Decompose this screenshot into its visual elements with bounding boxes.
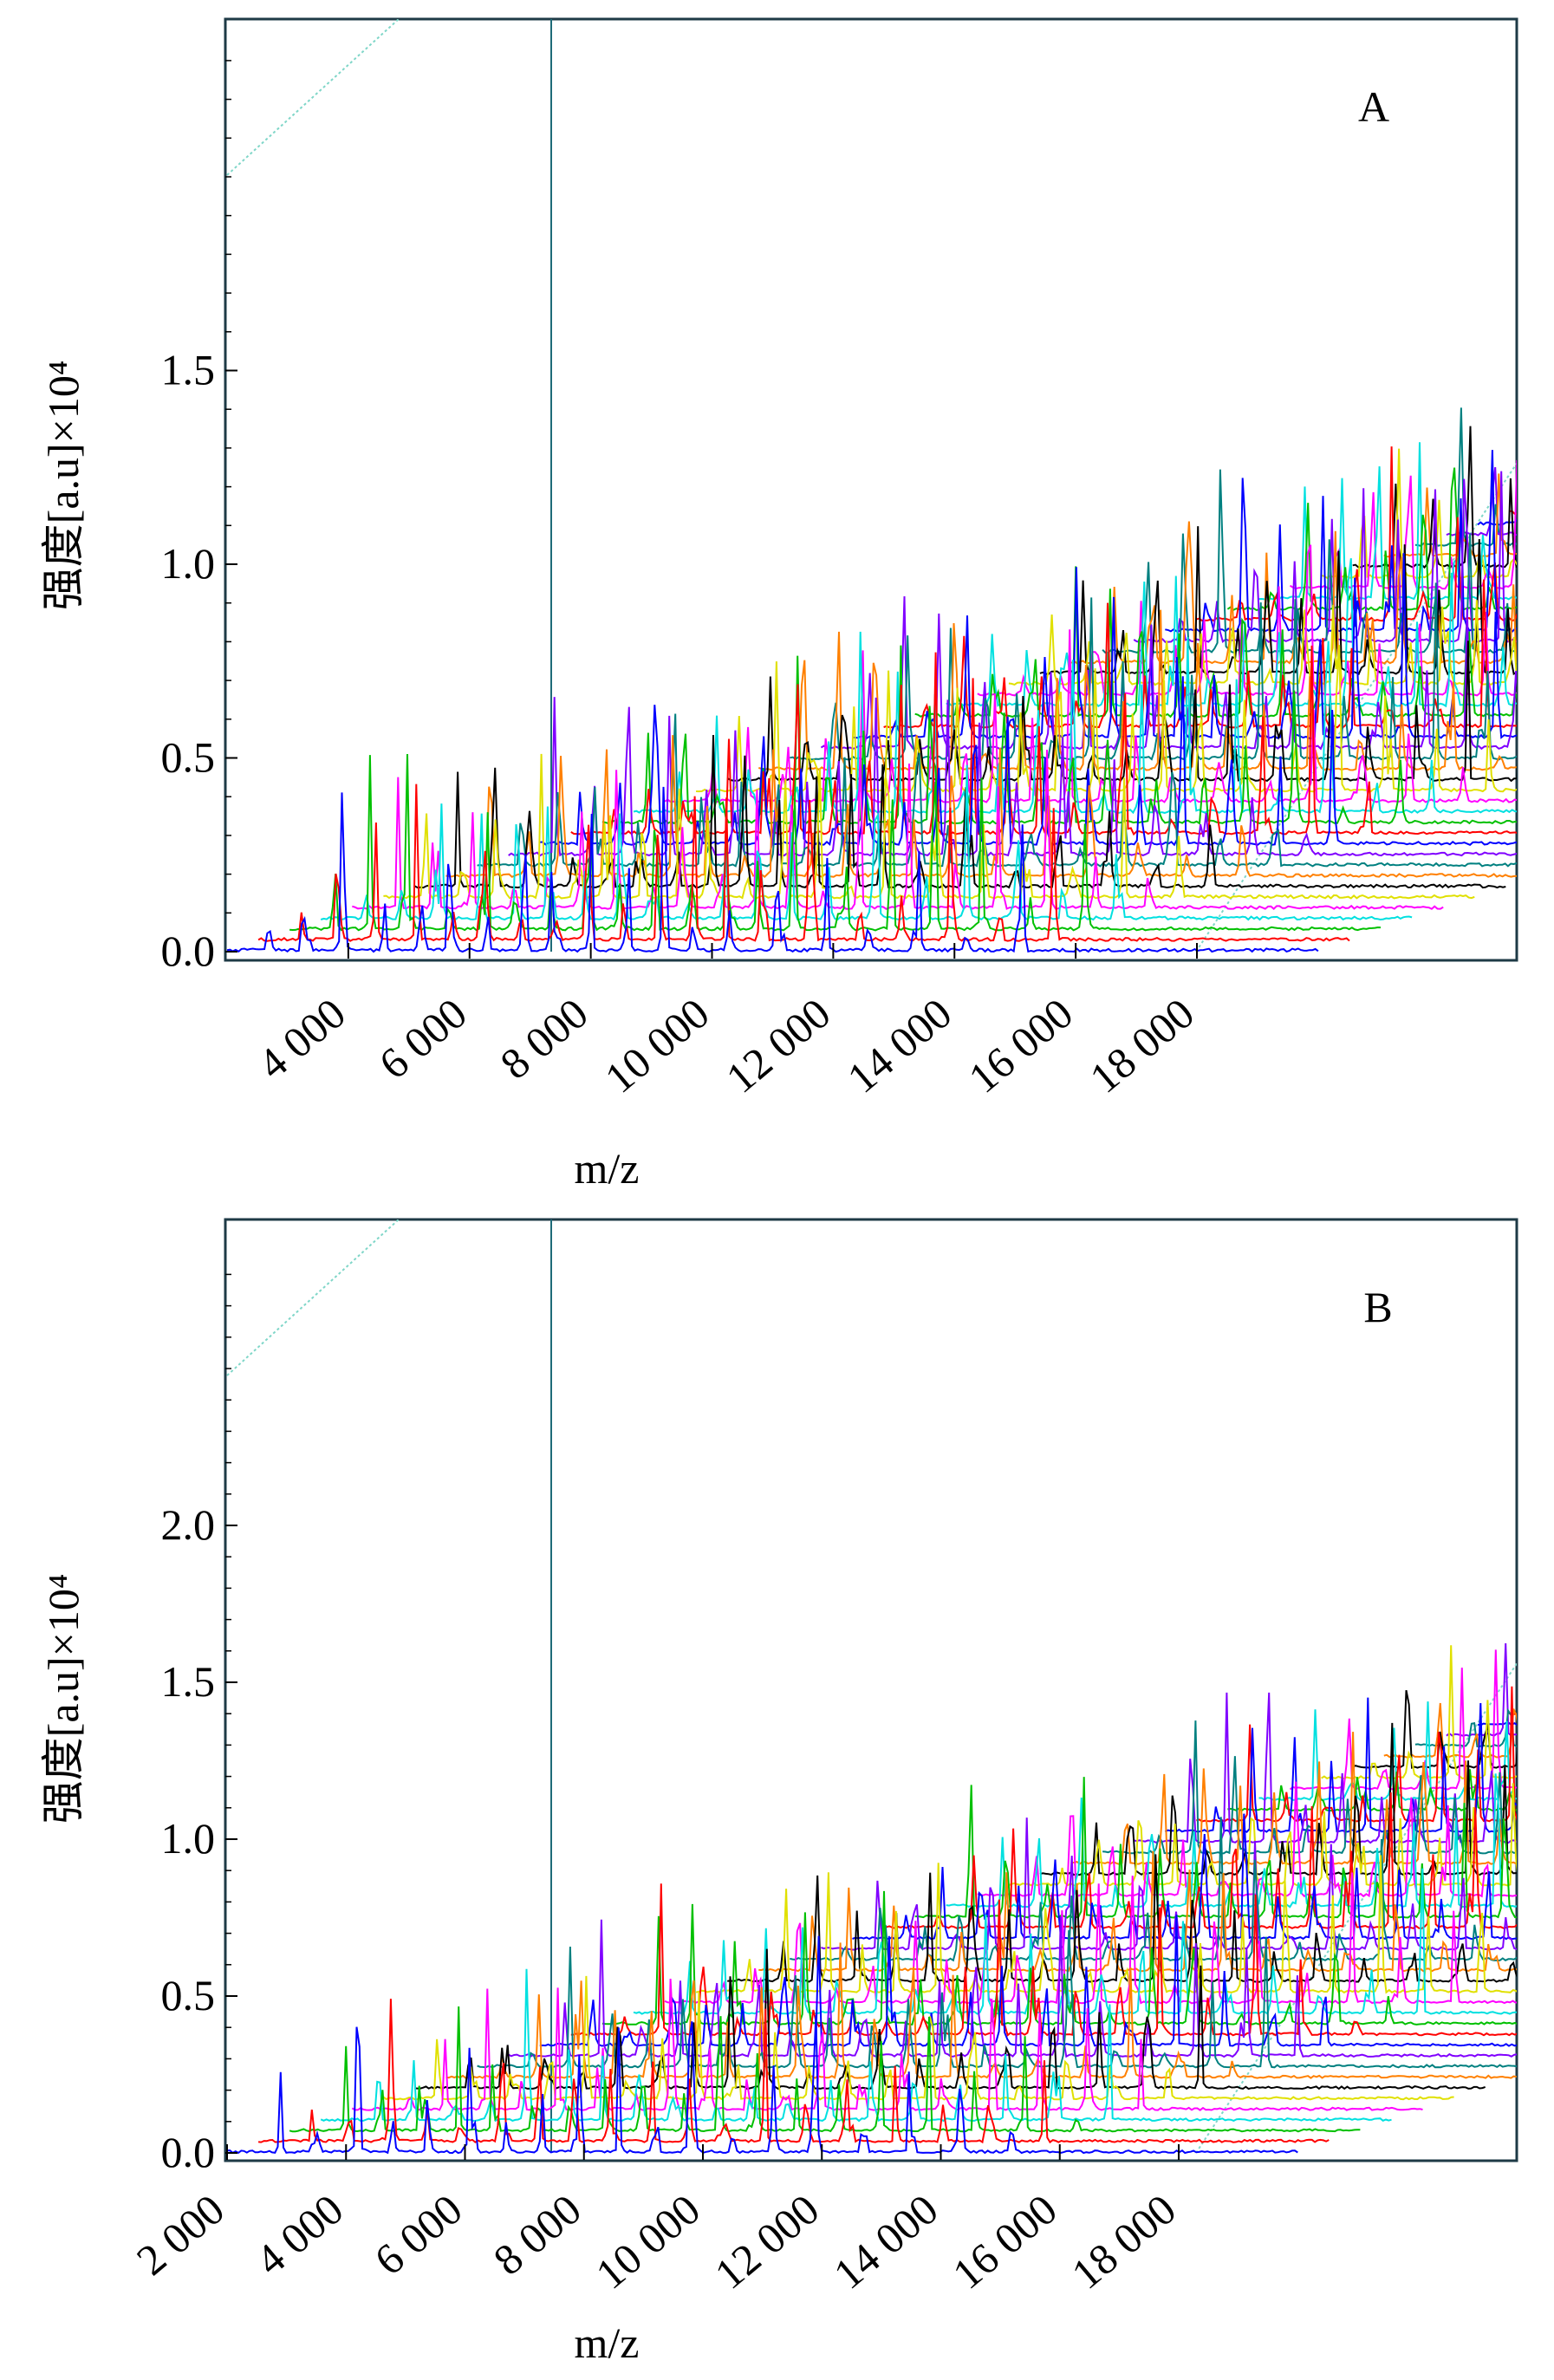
spectrum-series [1070, 521, 1517, 665]
x-axis-title: m/z [575, 2318, 640, 2367]
spectra-area [226, 1219, 1554, 2155]
spectrum-series [914, 1777, 1517, 1919]
panel-label: A [1358, 82, 1389, 131]
x-tick-label: 14 000 [838, 989, 960, 1102]
x-tick-label: 4 000 [246, 2185, 352, 2285]
spectrum-series [289, 2006, 1361, 2133]
spectrum-series [1540, 343, 1554, 504]
y-tick-label: 0.0 [161, 927, 216, 975]
x-tick-label: 8 000 [484, 2185, 590, 2285]
depth-axis-back [226, 19, 400, 176]
x-tick-label: 6 000 [370, 989, 476, 1089]
spectrum-series [226, 2015, 1298, 2155]
spectrum-series [1070, 1732, 1517, 1865]
x-tick-label: 12 000 [717, 989, 839, 1102]
spectrum-series [1258, 1701, 1517, 1802]
y-tick-label: 0.5 [161, 733, 216, 782]
x-tick-label: 14 000 [824, 2185, 946, 2299]
spectrum-series [289, 753, 1382, 932]
spectrum-series [633, 1868, 1517, 2016]
spectrum-series [1195, 1686, 1517, 1823]
spectrum-series [1226, 467, 1517, 612]
spectrum-series [1039, 526, 1517, 676]
spectrum-series [352, 742, 1444, 911]
spectrum-series [790, 1817, 1517, 1962]
spectrum-series [1540, 1572, 1554, 1703]
y-tick-label: 0.5 [161, 1971, 216, 2019]
spectrum-series [1196, 446, 1517, 622]
plot-frame [224, 17, 1518, 962]
y-tick-label: 1.0 [161, 1814, 216, 1863]
spectrum-series [226, 786, 1319, 953]
spectrum-series [977, 1781, 1517, 1898]
spectrum-series [414, 1948, 1486, 2091]
y-axis-title: 强度[a.u]×10⁴ [39, 361, 88, 611]
x-tick-label: 18 000 [1081, 989, 1203, 1102]
spectrum-series [445, 735, 1517, 879]
depth-axis-front [1195, 463, 1517, 953]
panel-label: B [1363, 1283, 1392, 1331]
spectrum-series [1227, 1769, 1517, 1812]
spectrum-series [1102, 469, 1517, 654]
depth-axis-front [1195, 1662, 1517, 2154]
y-axis-title: 强度[a.u]×10⁴ [39, 1574, 88, 1824]
spectrum-series [1133, 471, 1517, 644]
x-tick-label: 18 000 [1063, 2185, 1185, 2299]
spectrum-series [413, 734, 1506, 889]
spectra-area [226, 19, 1554, 953]
x-tick-label: 2 000 [127, 2185, 233, 2285]
spectrum-series [727, 1854, 1517, 1983]
x-tick-label: 10 000 [595, 989, 718, 1102]
y-tick-label: 1.5 [161, 1657, 216, 1706]
x-tick-label: 16 000 [943, 2185, 1065, 2299]
spectrum-series [852, 553, 1517, 739]
spectrum-series [758, 609, 1517, 772]
spectrum-series [477, 1930, 1517, 2069]
y-tick-label: 0.0 [161, 2128, 216, 2176]
plot-frame [224, 1218, 1518, 2162]
spectrum-series [1164, 1697, 1517, 1833]
x-tick-label: 6 000 [365, 2185, 471, 2285]
spectrum-series [695, 1855, 1517, 1994]
y-tick-label: 2.0 [161, 1500, 216, 1549]
x-tick-label: 12 000 [705, 2185, 828, 2299]
spectrum-series [257, 784, 1350, 942]
y-tick-label: 1.5 [161, 346, 216, 394]
spectrum-series [320, 764, 1413, 921]
x-axis-title: m/z [575, 1144, 640, 1193]
x-tick-label: 16 000 [959, 989, 1082, 1102]
spectrum-series [539, 1915, 1517, 2047]
spectrum-series [1039, 1722, 1517, 1876]
spectrum-series [601, 1890, 1517, 2026]
spectrum-series [570, 1883, 1517, 2037]
x-tick-label: 4 000 [249, 989, 354, 1089]
spectrum-series [257, 1999, 1330, 2144]
spectrum-series [1258, 442, 1517, 601]
spectrum-series [383, 753, 1475, 900]
spectrum-series [758, 1850, 1517, 1973]
depth-axis-back [226, 1219, 400, 1376]
y-tick-label: 1.0 [161, 539, 216, 588]
spectrum-series [1008, 600, 1517, 686]
spectrum-series [445, 1942, 1517, 2079]
spectrum-series [382, 1975, 1454, 2101]
spectrum-series [946, 558, 1517, 708]
x-tick-label: 10 000 [587, 2185, 709, 2299]
x-tick-label: 8 000 [491, 989, 597, 1089]
